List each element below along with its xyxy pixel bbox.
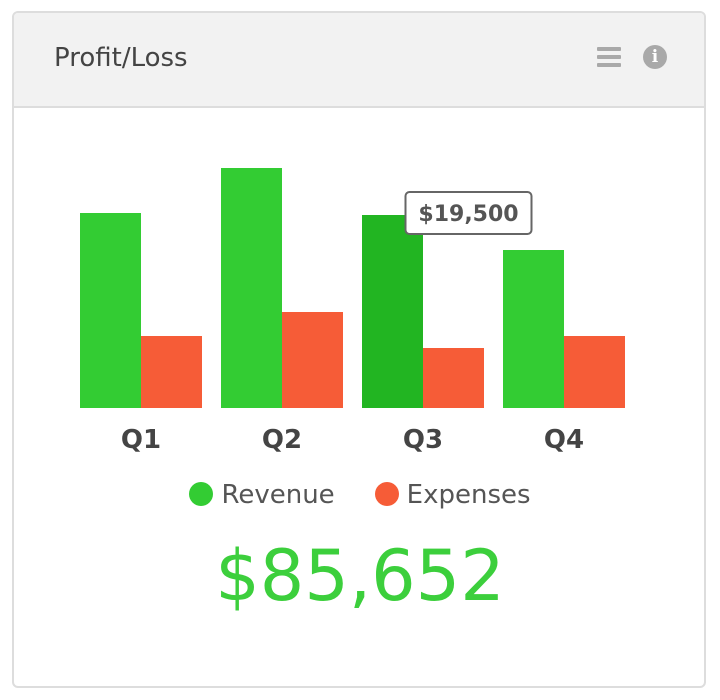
x-tick-q4: Q4 (544, 425, 584, 455)
legend-swatch-revenue (189, 481, 214, 506)
card-title: Profit/Loss (54, 43, 188, 73)
x-tick-q1: Q1 (121, 425, 161, 455)
hamburger-menu-icon[interactable] (597, 47, 621, 67)
bar-expenses-q2[interactable] (282, 312, 343, 408)
x-tick-q3: Q3 (403, 425, 443, 455)
bar-expenses-q1[interactable] (141, 336, 202, 408)
bar-expenses-q4[interactable] (564, 336, 625, 408)
tooltip-box (404, 191, 533, 235)
legend-item-revenue[interactable]: Revenue (189, 480, 335, 510)
legend-label-revenue: Revenue (221, 480, 335, 510)
tooltip-text: $19,500 (418, 202, 518, 227)
bar-revenue-q4[interactable] (503, 250, 564, 408)
legend-label-expenses: Expenses (406, 480, 531, 510)
total-value: $85,652 (215, 535, 505, 617)
bars-group (80, 168, 625, 408)
legend-item-expenses[interactable]: Expenses (374, 480, 531, 510)
bar-chart: Q1 Q2 Q3 Q4 $19,500 (80, 168, 625, 455)
legend-swatch-expenses (374, 481, 399, 506)
bar-revenue-q2[interactable] (221, 168, 282, 408)
info-icon[interactable]: i (643, 45, 667, 69)
bar-revenue-q3[interactable] (362, 215, 423, 408)
chart-tooltip: $19,500 (404, 191, 533, 235)
card-header: Profit/Loss i (14, 13, 704, 108)
bar-revenue-q1[interactable] (80, 213, 141, 408)
bar-expenses-q3[interactable] (423, 348, 484, 408)
x-tick-q2: Q2 (262, 425, 302, 455)
chart-legend: Revenue Expenses (0, 480, 720, 510)
x-tick-labels: Q1 Q2 Q3 Q4 (121, 425, 584, 455)
